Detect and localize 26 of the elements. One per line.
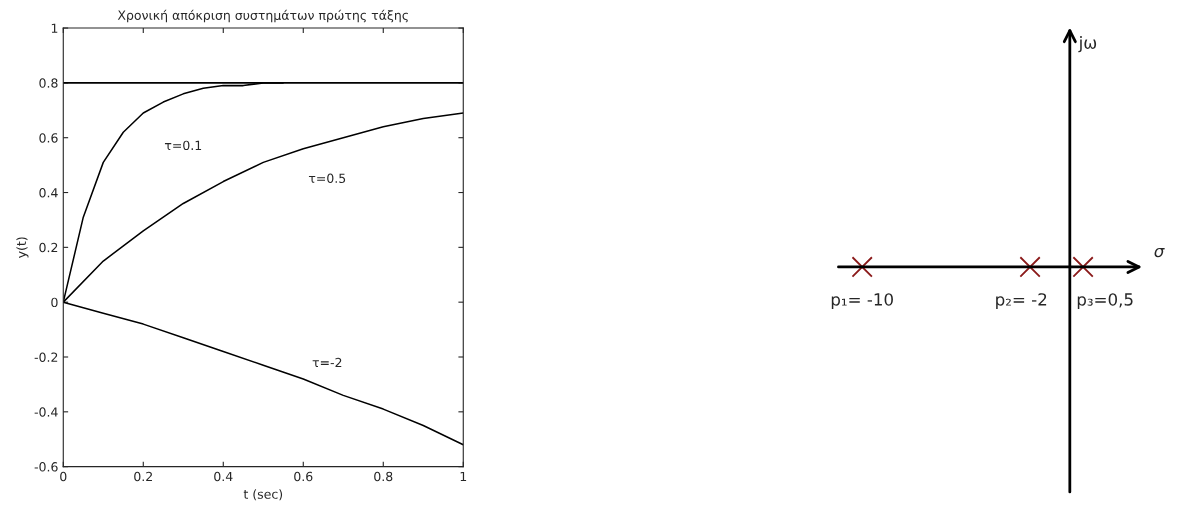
y-tick-label: 0.2 xyxy=(39,242,58,253)
x-tick-label: 0 xyxy=(60,471,67,482)
x-tick-label: 0.4 xyxy=(214,471,233,482)
x-tick-label: 0.6 xyxy=(294,471,313,482)
annotation: τ=0.5 xyxy=(308,173,346,183)
x-tick-label: 0.2 xyxy=(134,471,152,482)
x-tick-label: 0.8 xyxy=(374,471,393,482)
y-tick-label: -0.4 xyxy=(34,407,58,417)
text: p₁= -10 xyxy=(831,293,893,309)
y-tick-label: -0.2 xyxy=(34,352,58,362)
y-tick-label: 0.6 xyxy=(39,133,58,143)
text: σ xyxy=(1154,247,1165,258)
y-tick-label: 1 xyxy=(51,23,58,33)
chart-title: Χρονική απόκριση συστημάτων πρώτης τάξης xyxy=(117,9,408,23)
x-tick-label: 1 xyxy=(460,471,467,482)
text: jω xyxy=(1078,36,1097,53)
x-axis-title: t (sec) xyxy=(243,489,283,501)
y-tick-label: 0.4 xyxy=(39,188,58,198)
y-tick-label: -0.6 xyxy=(34,462,58,472)
annotation: τ=-2 xyxy=(312,357,342,368)
annotation: τ=0.1 xyxy=(164,140,202,151)
y-tick-label: 0 xyxy=(51,297,58,308)
text: p₃=0,5 xyxy=(1077,293,1133,309)
y-axis-title: y(t) xyxy=(16,237,29,258)
y-tick-label: 0.8 xyxy=(39,78,58,88)
text: p₂= -2 xyxy=(996,293,1047,309)
